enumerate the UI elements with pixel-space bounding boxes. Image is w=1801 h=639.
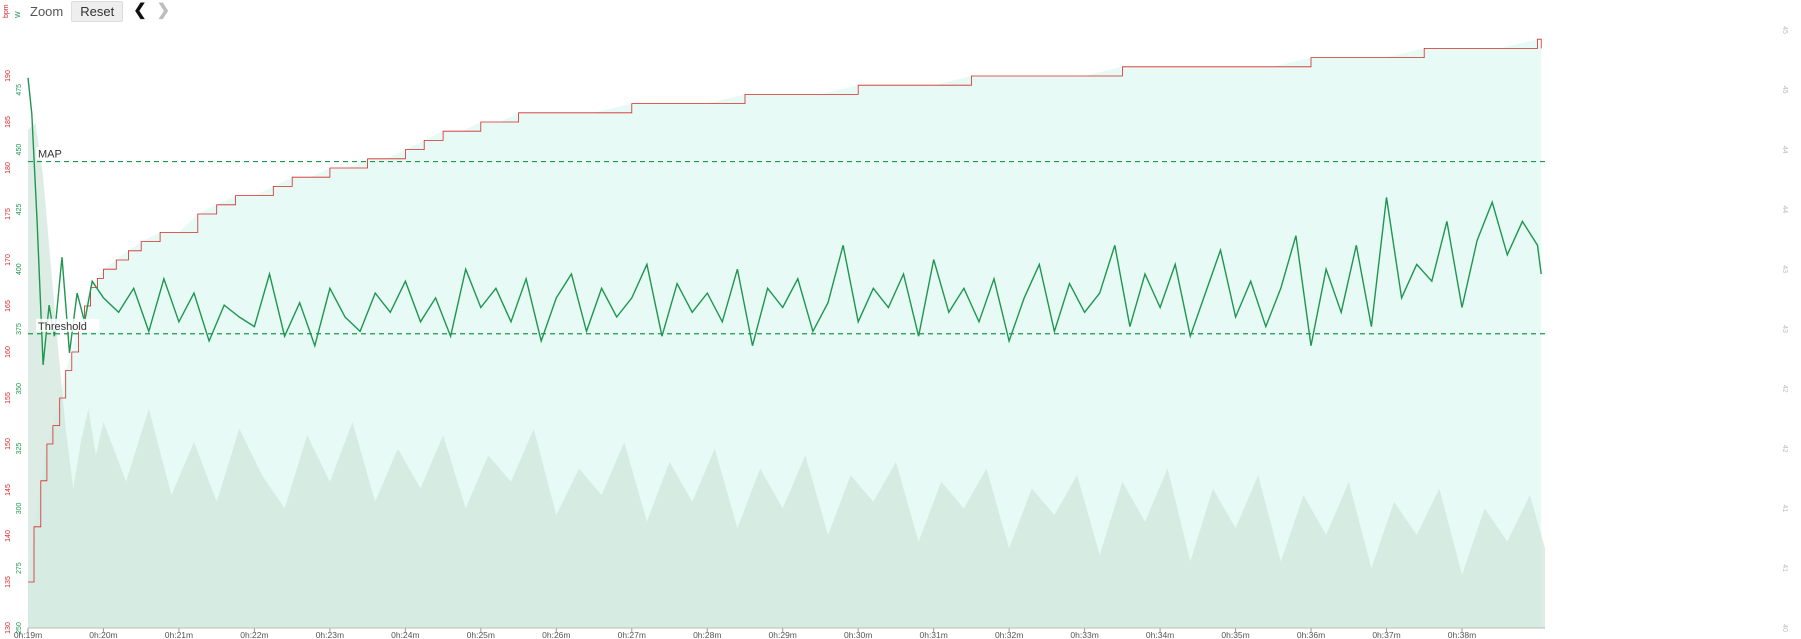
right-tick-label: 40 [1781, 624, 1788, 632]
right-tick-label: 42 [1781, 445, 1788, 453]
chevron-left-icon[interactable]: ❮ [133, 2, 147, 19]
x-tick-label: 0h:21m [165, 630, 193, 639]
reference-label-map: MAP [38, 149, 62, 161]
power-tick-label: 375 [16, 323, 23, 335]
power-axis-unit: W [15, 11, 22, 18]
reference-label-threshold: Threshold [38, 321, 87, 333]
x-tick-label: 0h:33m [1070, 630, 1098, 639]
right-tick-label: 41 [1781, 505, 1788, 513]
x-tick-label: 0h:28m [693, 630, 721, 639]
x-tick-label: 0h:29m [769, 630, 797, 639]
right-tick-label: 45 [1781, 26, 1788, 34]
hr-tick-label: 165 [5, 300, 12, 312]
x-tick-label: 0h:35m [1221, 630, 1249, 639]
x-tick-label: 0h:20m [89, 630, 117, 639]
right-tick-label: 43 [1781, 325, 1788, 333]
power-tick-label: 350 [16, 383, 23, 395]
hr-tick-label: 150 [5, 438, 12, 450]
hr-tick-label: 135 [5, 576, 12, 588]
hr-tick-label: 180 [5, 162, 12, 174]
chevron-right-icon[interactable]: ❯ [156, 2, 171, 19]
x-tick-label: 0h:36m [1297, 630, 1325, 639]
x-tick-label: 0h:19m [14, 630, 42, 639]
power-tick-label: 300 [16, 502, 23, 514]
chart-toolbar: Zoom Reset ❮ ❯ [0, 0, 170, 22]
hr-tick-label: 170 [5, 254, 12, 266]
power-tick-label: 250 [16, 622, 23, 634]
power-tick-label: 275 [16, 562, 23, 574]
right-tick-label: 41 [1781, 564, 1788, 572]
hr-tick-label: 145 [5, 484, 12, 496]
x-tick-label: 0h:26m [542, 630, 570, 639]
reference-label-bg [36, 146, 60, 160]
hr-tick-label: 185 [5, 116, 12, 128]
right-tick-label: 44 [1781, 146, 1788, 154]
right-tick-label: 43 [1781, 265, 1788, 273]
x-tick-label: 0h:25m [467, 630, 495, 639]
x-tick-label: 0h:38m [1448, 630, 1476, 639]
hr-tick-label: 140 [5, 530, 12, 542]
hr-tick-label: 155 [5, 392, 12, 404]
x-tick-label: 0h:32m [995, 630, 1023, 639]
hr-tick-label: 130 [5, 622, 12, 634]
x-tick-label: 0h:24m [391, 630, 419, 639]
x-tick-label: 0h:37m [1372, 630, 1400, 639]
hr-tick-label: 160 [5, 346, 12, 358]
power-tick-label: 475 [16, 84, 23, 96]
hr-tick-label: 175 [5, 208, 12, 220]
x-tick-label: 0h:30m [844, 630, 872, 639]
hr-axis-unit: bpm [3, 4, 10, 18]
x-tick-label: 0h:31m [919, 630, 947, 639]
reference-label-bg [36, 318, 100, 332]
right-tick-label: 44 [1781, 206, 1788, 214]
hr-tick-label: 190 [5, 70, 12, 82]
x-tick-label: 0h:27m [618, 630, 646, 639]
power-tick-label: 450 [16, 144, 23, 156]
cadence-area [28, 123, 1545, 628]
power-tick-label: 425 [16, 203, 23, 215]
power-tick-label: 400 [16, 263, 23, 275]
x-tick-label: 0h:34m [1146, 630, 1174, 639]
x-tick-label: 0h:23m [316, 630, 344, 639]
x-tick-label: 0h:22m [240, 630, 268, 639]
reset-zoom-button[interactable]: Reset [71, 0, 124, 22]
power-line [27, 77, 1542, 365]
right-tick-label: 45 [1781, 86, 1788, 94]
zoom-label: Zoom [30, 3, 64, 19]
power-tick-label: 325 [16, 443, 23, 455]
right-tick-label: 42 [1781, 385, 1788, 393]
